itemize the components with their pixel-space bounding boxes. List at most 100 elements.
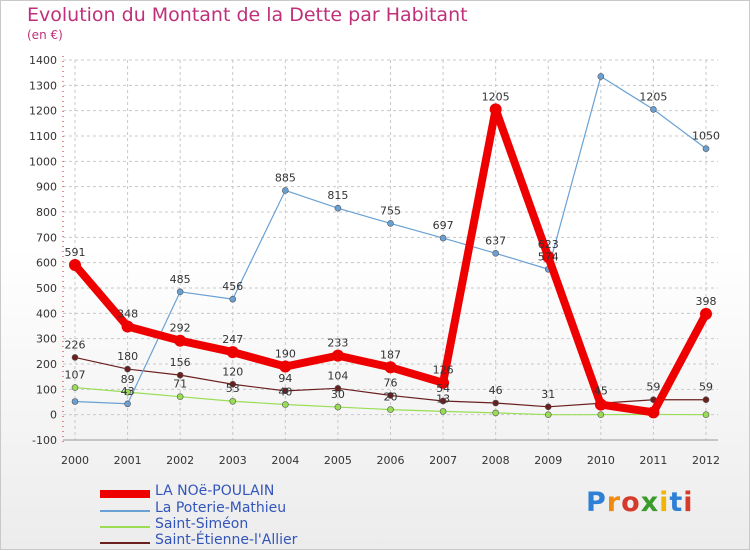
chart-subtitle: (en €) (27, 28, 63, 42)
data-point (702, 145, 710, 152)
data-point (489, 103, 502, 116)
data-label: 456 (222, 280, 243, 293)
logo-letter: P (586, 487, 607, 518)
data-label: 46 (489, 384, 503, 397)
data-label: 107 (65, 369, 86, 382)
data-label: 292 (170, 322, 191, 335)
legend-label: Saint-Étienne-l'Allier (155, 532, 298, 548)
y-tick-label: 100 (36, 383, 57, 396)
y-tick-label: 800 (36, 206, 57, 219)
x-tick-label: 2001 (114, 454, 142, 467)
y-tick-label: 700 (36, 231, 57, 244)
legend-label: La Poterie-Mathieu (155, 500, 287, 516)
data-point (492, 249, 499, 257)
data-label: 233 (327, 337, 348, 350)
y-tick-label: 0 (50, 409, 57, 422)
data-point (334, 204, 342, 212)
legend-swatch (100, 490, 150, 498)
data-point (387, 406, 394, 413)
data-label: 187 (380, 348, 401, 361)
x-tick-label: 2002 (166, 454, 194, 467)
data-point (544, 411, 552, 418)
data-label: 156 (170, 356, 191, 369)
y-tick-label: 200 (36, 358, 57, 371)
data-point (702, 411, 710, 418)
data-label: 623 (538, 238, 559, 251)
x-tick-label: 2011 (639, 454, 667, 467)
data-label: 1205 (639, 90, 667, 103)
data-point (384, 361, 397, 374)
x-tick-label: 2012 (692, 454, 720, 467)
data-label: 89 (121, 373, 135, 386)
data-point (69, 258, 81, 271)
data-label: 71 (173, 378, 187, 391)
logo-letter: i (659, 487, 670, 518)
data-label: 120 (222, 365, 243, 378)
data-label: 348 (117, 308, 138, 321)
data-point (226, 346, 239, 359)
data-point (176, 393, 184, 400)
data-point (71, 354, 79, 361)
data-label: 13 (436, 392, 450, 405)
data-point (124, 400, 131, 408)
data-point (71, 398, 79, 405)
data-label: 53 (226, 382, 240, 395)
data-label: 485 (170, 273, 191, 286)
legend-label: LA NOë-POULAIN (155, 483, 275, 499)
data-point (282, 401, 289, 408)
legend-swatch (100, 510, 150, 512)
y-tick-label: 400 (36, 307, 57, 320)
data-point (174, 334, 187, 347)
x-tick-label: 2005 (324, 454, 352, 467)
data-label: 398 (696, 295, 717, 308)
y-tick-label: 300 (36, 333, 57, 346)
data-label: 126 (433, 364, 454, 377)
data-point (544, 403, 552, 411)
data-label: 94 (278, 372, 292, 385)
x-tick-label: 2009 (534, 454, 562, 467)
data-point (597, 411, 605, 418)
logo-letter: r (606, 487, 622, 518)
data-label: 180 (117, 350, 138, 363)
data-point (492, 399, 499, 407)
data-label: 45 (594, 384, 608, 397)
data-label: 247 (222, 333, 243, 346)
proxiti-logo: Proxiti (586, 487, 694, 518)
data-point (331, 349, 344, 362)
x-tick-label: 2008 (482, 454, 510, 467)
legend-swatch (100, 542, 150, 544)
y-tick-label: 1100 (29, 130, 57, 143)
data-point (229, 295, 237, 303)
data-label: 190 (275, 348, 296, 361)
data-point (124, 365, 131, 373)
data-label: 59 (646, 381, 660, 394)
x-tick-label: 2007 (429, 454, 457, 467)
data-point (334, 403, 342, 411)
data-point (121, 320, 134, 333)
data-point (124, 388, 131, 396)
logo-letter: t (669, 487, 684, 518)
data-point (702, 396, 710, 404)
data-label: 885 (275, 171, 296, 184)
y-tick-label: 1300 (29, 79, 57, 92)
data-point (229, 380, 237, 388)
data-point (700, 307, 712, 320)
data-label: 1050 (692, 130, 720, 143)
data-point (594, 398, 607, 411)
y-tick-label: 600 (36, 257, 57, 270)
data-point (282, 387, 289, 395)
x-tick-label: 2004 (271, 454, 299, 467)
data-point (437, 376, 450, 389)
y-tick-label: 1000 (29, 155, 57, 168)
data-point (439, 408, 447, 415)
data-label: 20 (384, 391, 398, 404)
legend-label: Saint-Siméon (155, 516, 249, 532)
data-point (439, 397, 447, 405)
chart-title: Evolution du Montant de la Dette par Hab… (27, 4, 468, 26)
logo-letter: i (683, 487, 694, 518)
y-tick-label: -100 (32, 434, 57, 447)
data-label: 591 (65, 246, 86, 259)
data-point (279, 360, 292, 373)
data-label: 574 (538, 250, 559, 263)
